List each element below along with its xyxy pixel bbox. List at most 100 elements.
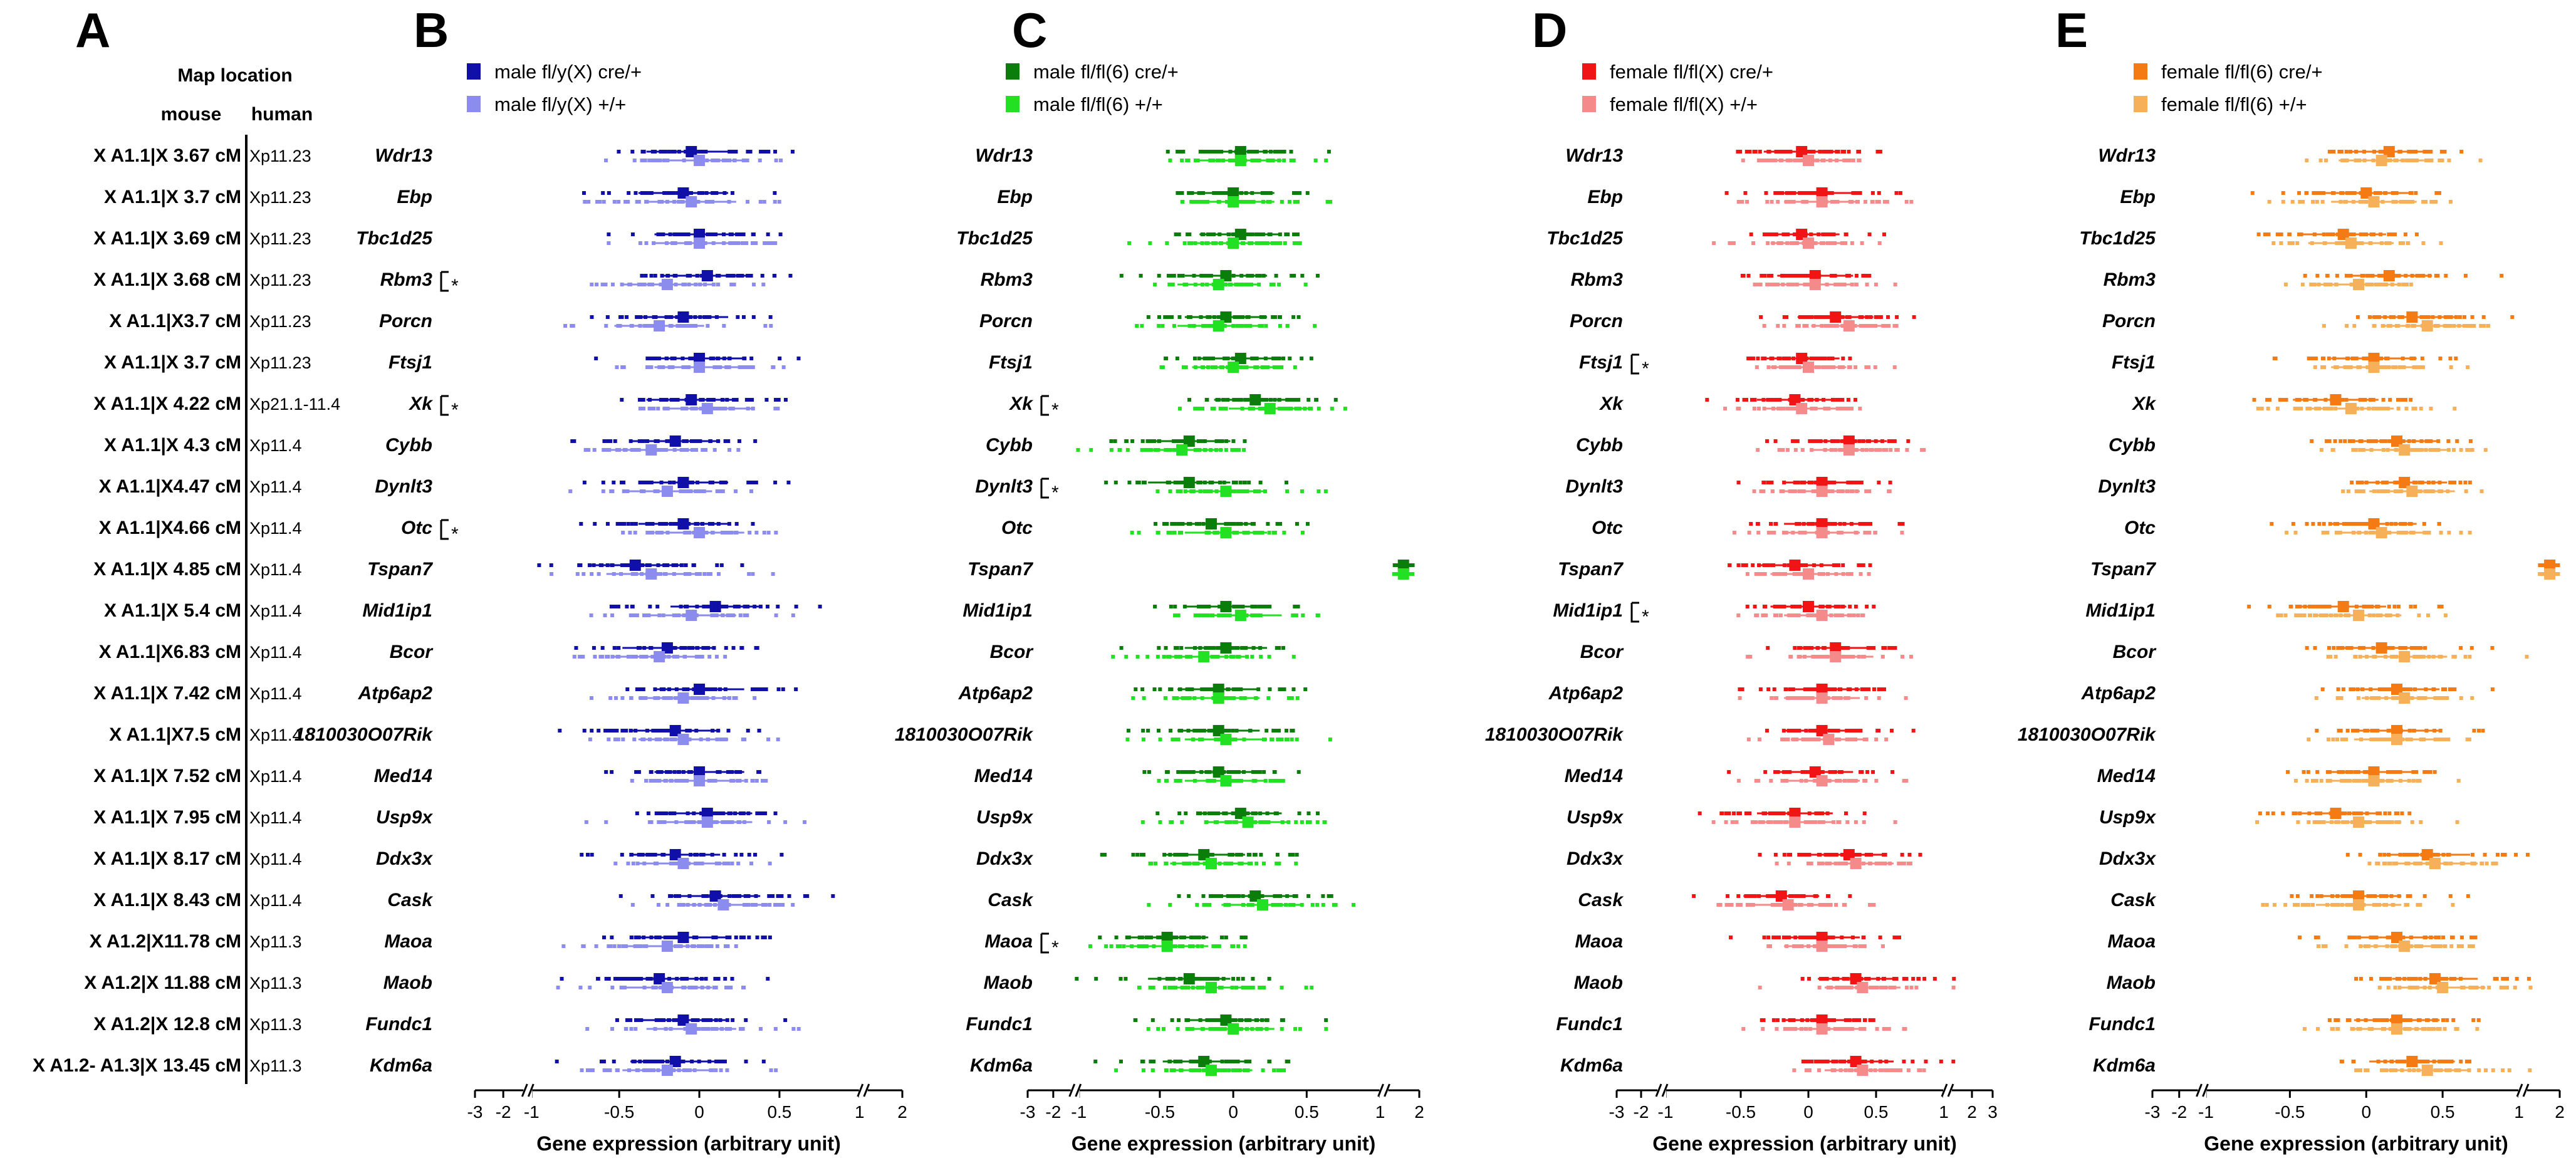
data-point: [1202, 903, 1206, 907]
mean-marker: [661, 1065, 673, 1076]
data-point: [1884, 738, 1889, 741]
data-point: [1125, 738, 1130, 741]
data-point: [1754, 779, 1758, 783]
data-point: [704, 448, 708, 452]
data-point: [754, 687, 759, 691]
gene-label: Maob: [984, 972, 1033, 993]
mean-marker: [1220, 734, 1232, 745]
data-point: [1333, 398, 1338, 402]
data-point: [588, 986, 592, 989]
data-point: [1219, 936, 1224, 939]
data-point: [1332, 903, 1336, 907]
data-point: [1306, 811, 1311, 815]
map-mouse-location: X A1.1|X 4.3 cM: [104, 435, 241, 456]
data-point: [605, 522, 610, 526]
data-point: [1177, 274, 1181, 278]
significance-star: *: [1642, 607, 1649, 627]
data-point: [780, 894, 784, 898]
data-point: [1141, 853, 1145, 857]
legend-swatch: [1582, 63, 1596, 80]
data-point: [1766, 365, 1771, 369]
data-point: [770, 241, 774, 245]
data-point: [1392, 572, 1396, 576]
data-point: [602, 1068, 607, 1072]
data-point: [652, 241, 656, 245]
data-point: [1756, 407, 1761, 410]
significance-bracket: [1040, 932, 1049, 954]
data-point: [1140, 687, 1145, 691]
data-point: [1800, 448, 1805, 452]
gene-label: Ftsj1: [989, 352, 1033, 373]
gene-label: Porcn: [379, 311, 432, 331]
data-point: [630, 779, 634, 783]
data-point: [1291, 315, 1296, 319]
data-point: [1756, 779, 1761, 783]
data-point: [1180, 159, 1184, 162]
data-point: [790, 150, 795, 154]
data-point: [1841, 357, 1845, 360]
gene-label: Cybb: [1576, 435, 1623, 456]
data-point: [1259, 655, 1263, 659]
gene-label: Mid1ip1: [362, 600, 432, 621]
mean-marker: [686, 610, 697, 621]
data-point: [1276, 729, 1281, 733]
data-point: [1181, 150, 1186, 154]
data-point: [1869, 522, 1873, 526]
data-point: [773, 1027, 778, 1031]
data-point: [615, 1068, 620, 1072]
mean-marker: [1228, 196, 1239, 207]
data-point: [1142, 770, 1147, 774]
data-point: [1193, 407, 1197, 410]
data-point: [1238, 481, 1243, 484]
gene-label: Otc: [1001, 518, 1033, 538]
gene-label: Xk: [1008, 394, 1033, 414]
map-human-location: Xp11.4: [249, 602, 302, 620]
mean-marker: [1816, 610, 1828, 621]
data-point: [1174, 738, 1179, 741]
data-point: [597, 572, 601, 576]
data-point: [774, 531, 778, 534]
data-point: [1279, 1068, 1283, 1072]
data-point: [751, 365, 755, 369]
gene-label: Maob: [1574, 972, 1623, 993]
mean-marker: [701, 403, 713, 414]
data-point: [1288, 853, 1292, 857]
data-point: [1893, 646, 1897, 650]
data-point: [1865, 531, 1870, 534]
data-point: [776, 687, 781, 691]
data-point: [612, 1060, 616, 1063]
data-point: [640, 159, 644, 162]
data-point: [1283, 241, 1287, 245]
data-point: [1761, 572, 1765, 576]
significance-star: *: [1051, 937, 1059, 958]
data-point: [1793, 448, 1798, 452]
data-point: [612, 605, 617, 608]
data-point: [1867, 274, 1872, 278]
data-point: [1862, 779, 1867, 783]
data-point: [747, 572, 751, 576]
significance-bracket: [440, 519, 449, 540]
data-point: [634, 1027, 638, 1031]
data-point: [1286, 696, 1291, 700]
data-point: [774, 613, 778, 617]
gene-label: Tspan7: [1558, 559, 1624, 580]
data-point: [791, 613, 795, 617]
data-point: [1890, 770, 1895, 774]
map-human-location: Xp11.3: [249, 932, 302, 951]
data-point: [1172, 531, 1176, 534]
mean-marker: [694, 766, 706, 778]
data-point: [787, 894, 791, 898]
data-point: [1863, 531, 1867, 534]
data-point: [1854, 820, 1858, 824]
data-point: [1769, 522, 1773, 526]
data-point: [1278, 687, 1282, 691]
mean-marker: [1816, 477, 1828, 488]
data-point: [1776, 324, 1780, 328]
data-point: [1285, 324, 1290, 328]
data-point: [1785, 315, 1789, 319]
data-point: [582, 481, 587, 484]
data-point: [1135, 481, 1140, 484]
data-point: [1165, 150, 1170, 154]
data-point: [620, 365, 625, 369]
data-point: [1850, 241, 1854, 245]
